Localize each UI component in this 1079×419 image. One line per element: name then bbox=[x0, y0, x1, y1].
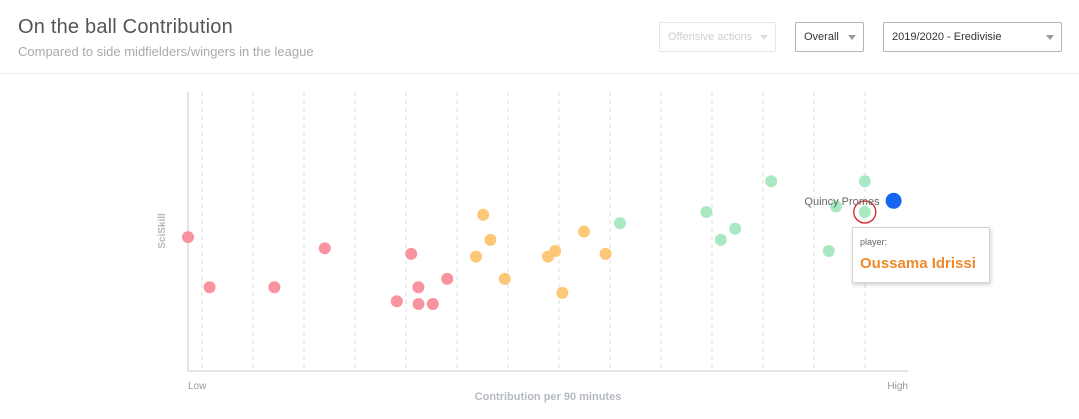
season-value: 2019/2020 - Eredivisie bbox=[892, 31, 1002, 43]
data-point[interactable] bbox=[556, 286, 569, 299]
data-point[interactable] bbox=[484, 233, 497, 246]
season-dropdown[interactable]: 2019/2020 - Eredivisie bbox=[883, 22, 1062, 52]
chart-header: On the ball Contribution Compared to sid… bbox=[0, 0, 1079, 74]
data-point[interactable] bbox=[599, 247, 612, 260]
tooltip-player-name: Oussama Idrissi bbox=[860, 255, 976, 272]
data-point[interactable] bbox=[858, 175, 871, 188]
x-tick-label-low: Low bbox=[188, 381, 207, 392]
data-point[interactable] bbox=[729, 222, 742, 235]
chart-subtitle: Compared to side midfielders/wingers in … bbox=[18, 44, 314, 59]
chevron-down-icon bbox=[760, 35, 768, 40]
x-axis-label: Contribution per 90 minutes bbox=[475, 391, 622, 403]
chart-title: On the ball Contribution bbox=[18, 16, 233, 38]
tooltip-label: player: bbox=[860, 237, 888, 247]
data-point[interactable] bbox=[318, 242, 331, 255]
chevron-down-icon bbox=[1046, 35, 1054, 40]
data-point[interactable] bbox=[412, 281, 425, 294]
data-point[interactable] bbox=[390, 295, 403, 308]
data-points bbox=[182, 175, 902, 311]
data-point[interactable] bbox=[858, 205, 871, 218]
data-point[interactable] bbox=[268, 281, 281, 294]
x-tick-label-high: High bbox=[887, 381, 908, 392]
chevron-down-icon bbox=[848, 35, 856, 40]
data-point[interactable] bbox=[203, 281, 216, 294]
data-point[interactable] bbox=[412, 298, 425, 311]
data-point[interactable] bbox=[441, 272, 454, 285]
data-point[interactable] bbox=[470, 250, 482, 263]
player-tooltip: player: Oussama Idrissi bbox=[852, 227, 990, 283]
data-point[interactable] bbox=[182, 231, 194, 244]
data-point[interactable] bbox=[765, 175, 778, 188]
data-point[interactable] bbox=[477, 208, 490, 221]
data-point[interactable] bbox=[498, 272, 511, 285]
selected-point-ring bbox=[853, 200, 877, 224]
highlight-player-label: Quincy Promes bbox=[804, 196, 880, 208]
y-axis-label: SciSkill bbox=[157, 213, 168, 249]
data-point[interactable] bbox=[830, 200, 842, 213]
highlight-player-point[interactable] bbox=[885, 192, 902, 209]
scope-dropdown[interactable]: Overall bbox=[795, 22, 864, 52]
data-point[interactable] bbox=[405, 247, 418, 260]
data-point[interactable] bbox=[714, 233, 727, 246]
action-type-dropdown: Offensive actions bbox=[659, 22, 776, 52]
data-point[interactable] bbox=[549, 245, 562, 258]
data-point[interactable] bbox=[822, 245, 835, 258]
scatter-chart: Low High Contribution per 90 minutes Sci… bbox=[157, 92, 908, 403]
data-point[interactable] bbox=[614, 217, 626, 230]
data-point[interactable] bbox=[700, 205, 713, 218]
data-point[interactable] bbox=[578, 225, 590, 238]
action-type-value: Offensive actions bbox=[668, 31, 753, 43]
data-point[interactable] bbox=[426, 298, 439, 311]
scope-value: Overall bbox=[804, 31, 839, 43]
grid-lines bbox=[201, 92, 866, 371]
